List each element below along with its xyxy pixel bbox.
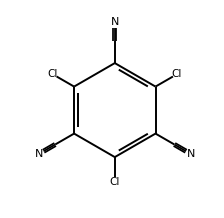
Text: N: N (111, 17, 119, 27)
Text: Cl: Cl (47, 69, 58, 79)
Text: N: N (187, 149, 195, 159)
Text: N: N (35, 149, 43, 159)
Text: Cl: Cl (172, 69, 182, 79)
Text: Cl: Cl (110, 177, 120, 187)
